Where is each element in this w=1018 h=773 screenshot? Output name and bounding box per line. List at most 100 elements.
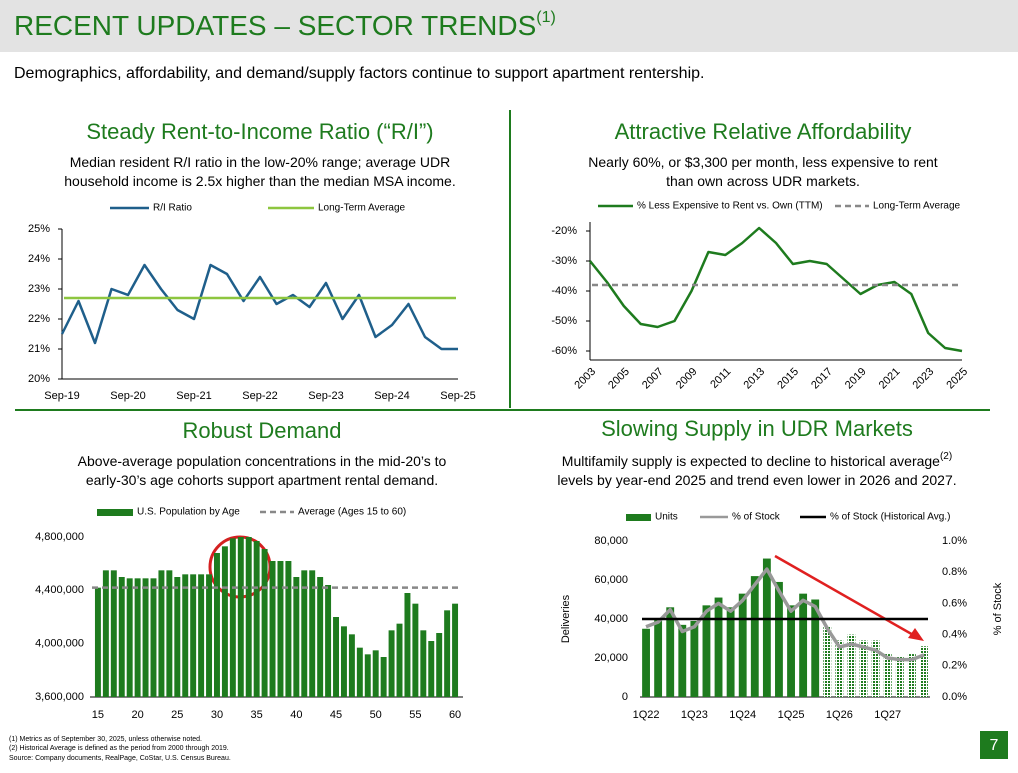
bar	[799, 593, 808, 697]
chart-subtitle: early-30’s age cohorts support apartment…	[86, 472, 438, 488]
bar	[895, 656, 904, 697]
bar	[404, 593, 411, 697]
x-tick-label: 1Q22	[633, 709, 660, 721]
y2-tick-label: 0.4%	[942, 629, 967, 641]
bar	[396, 623, 403, 697]
legend-label: Long-Term Average	[318, 203, 406, 214]
x-tick-label: 2009	[674, 366, 700, 392]
chart-subtitle: than own across UDR markets.	[666, 173, 860, 189]
chart-title: Attractive Relative Affordability	[615, 119, 912, 144]
bar	[229, 538, 236, 697]
x-tick-label: 25	[171, 709, 183, 721]
bar	[654, 619, 663, 697]
bar	[253, 541, 260, 697]
y-tick-label: -30%	[551, 255, 577, 267]
bar	[325, 585, 332, 697]
bar	[221, 546, 228, 697]
bar	[702, 605, 711, 697]
title-text: RECENT UPDATES – SECTOR TRENDS	[14, 10, 536, 41]
bar	[364, 654, 371, 697]
bar	[847, 634, 856, 697]
page-badge	[980, 731, 1008, 759]
bar	[118, 577, 125, 697]
x-tick-label: 2015	[775, 366, 801, 392]
legend-label: U.S. Population by Age	[137, 507, 240, 518]
subtitle-text: Median resident R/I ratio in the low-20%…	[70, 154, 451, 170]
y-tick-label: 3,600,000	[35, 691, 84, 703]
y-tick-label: -60%	[551, 345, 577, 357]
subtitle-text: Above-average population concentrations …	[78, 453, 447, 469]
y2-tick-label: 0.6%	[942, 597, 967, 609]
bar	[237, 537, 244, 697]
bar	[356, 647, 363, 697]
bar	[823, 626, 832, 697]
bar	[835, 640, 844, 697]
x-tick-label: 30	[211, 709, 223, 721]
bar	[190, 574, 197, 697]
x-tick-label: Sep-23	[308, 390, 343, 402]
x-tick-label: 40	[290, 709, 302, 721]
bar	[859, 640, 868, 697]
bar	[907, 654, 916, 697]
legend-label: % Less Expensive to Rent vs. Own (TTM)	[637, 201, 823, 212]
page-number: 7	[990, 737, 999, 754]
chart-subtitle: household income is 2.5x higher than the…	[64, 173, 455, 189]
bar	[301, 570, 308, 697]
bar	[214, 553, 220, 697]
bar	[198, 574, 205, 697]
x-tick-label: 55	[409, 709, 421, 721]
bar	[261, 549, 268, 697]
bar	[750, 576, 759, 697]
x-tick-label: 15	[92, 709, 104, 721]
legend-label: Units	[655, 512, 678, 523]
chart-title: Steady Rent-to-Income Ratio (“R/I”)	[86, 119, 433, 144]
y-tick-label: 80,000	[594, 535, 628, 547]
x-tick-label: 2025	[944, 366, 970, 392]
legend-label: Long-Term Average	[873, 201, 961, 212]
bar	[309, 570, 316, 697]
bar	[182, 574, 189, 697]
bar	[126, 578, 133, 697]
legend-label: Average (Ages 15 to 60)	[298, 507, 406, 518]
x-tick-label: 2017	[809, 366, 835, 392]
bar	[372, 650, 379, 697]
bar	[110, 570, 117, 697]
arrow-head	[908, 628, 924, 641]
y-tick-label: 0	[622, 691, 628, 703]
chart-subtitle: Median resident R/I ratio in the low-20%…	[70, 154, 451, 170]
chart-subtitle: levels by year-end 2025 and trend even l…	[557, 472, 956, 488]
footnote: (2) Historical Average is defined as the…	[9, 745, 229, 752]
x-tick-label: 2021	[877, 366, 903, 392]
x-tick-label: 35	[251, 709, 263, 721]
bar	[269, 561, 276, 697]
x-tick-label: Sep-25	[440, 390, 475, 402]
y2-tick-label: 0.2%	[942, 660, 967, 672]
y-tick-label: 23%	[28, 283, 50, 295]
y-tick-label: -20%	[551, 225, 577, 237]
y-tick-label: 4,400,000	[35, 584, 84, 596]
legend-swatch	[97, 509, 133, 516]
y2-axis-title: % of Stock	[992, 582, 1004, 635]
bar	[871, 640, 880, 697]
bar	[690, 620, 699, 697]
series-line	[60, 263, 458, 351]
x-tick-label: 50	[370, 709, 382, 721]
bar	[158, 570, 165, 697]
x-tick-label: 1Q24	[729, 709, 756, 721]
y2-tick-label: 1.0%	[942, 535, 967, 547]
x-tick-label: 1Q26	[826, 709, 853, 721]
x-tick-label: 2003	[572, 366, 598, 392]
x-tick-label: 60	[449, 709, 461, 721]
bar	[166, 570, 173, 697]
header-band	[0, 0, 1018, 52]
x-tick-label: Sep-19	[44, 390, 79, 402]
title-note: (1)	[536, 9, 556, 26]
y-tick-label: 20%	[28, 373, 50, 385]
bar	[920, 646, 928, 697]
footnote: Source: Company documents, RealPage, CoS…	[9, 755, 231, 762]
x-tick-label: 20	[131, 709, 143, 721]
bar	[142, 578, 149, 697]
bar	[420, 630, 427, 697]
bar	[150, 578, 157, 697]
